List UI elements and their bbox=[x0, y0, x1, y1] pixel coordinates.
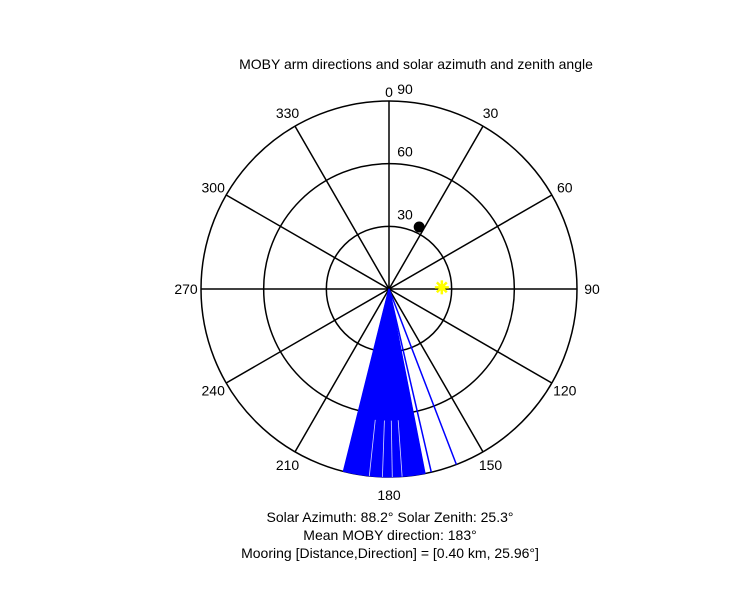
moby-arm-line-15 bbox=[342, 288, 390, 472]
moby-arm-line-2 bbox=[388, 288, 410, 477]
radial-tick-label-60: 60 bbox=[397, 144, 413, 160]
angle-tick-label-330: 330 bbox=[276, 105, 300, 121]
angle-tick-label-150: 150 bbox=[479, 457, 503, 473]
angle-tick-label-270: 270 bbox=[174, 281, 198, 297]
moby-arm-line-11 bbox=[365, 288, 390, 476]
mooring-caption: Mooring [Distance,Direction] = [0.40 km,… bbox=[241, 545, 539, 561]
tick-labels: 0 30 60 90 120 150 180 210 240 270 300 330 30 60 90 bbox=[174, 81, 600, 503]
angle-tick-label-30: 30 bbox=[483, 105, 499, 121]
data-layer bbox=[342, 221, 458, 478]
moby-arm-line-10 bbox=[371, 288, 390, 477]
moby-arm-streak-1 bbox=[390, 420, 393, 477]
moby-arm-line-1 bbox=[388, 288, 420, 475]
moby-arm-line-12 bbox=[358, 288, 390, 475]
angle-tick-label-300: 300 bbox=[202, 180, 226, 196]
moby-arm-line-0 bbox=[388, 288, 426, 474]
radial-tick-label-30: 30 bbox=[397, 206, 413, 222]
mooring-dot bbox=[413, 221, 425, 233]
moby-arm-line-14 bbox=[349, 288, 390, 474]
angle-tick-label-210: 210 bbox=[276, 457, 300, 473]
solar-angles-caption: Solar Azimuth: 88.2° Solar Zenith: 25.3° bbox=[266, 509, 514, 525]
moby-arm-streak-3 bbox=[368, 419, 376, 477]
moby-arm-line-16 bbox=[388, 288, 433, 473]
moby-arm-line-4 bbox=[388, 288, 397, 477]
moby-arm-streak-2 bbox=[382, 420, 385, 477]
angle-tick-label-90: 90 bbox=[584, 281, 600, 297]
angle-tick-label-60: 60 bbox=[557, 180, 573, 196]
mean-direction-caption: Mean MOBY direction: 183° bbox=[303, 527, 477, 543]
moby-arm-line-17 bbox=[388, 288, 458, 465]
angle-tick-label-240: 240 bbox=[202, 383, 226, 399]
solar-position-star bbox=[434, 280, 449, 295]
solar-star-center bbox=[438, 283, 446, 291]
chart-title: MOBY arm directions and solar azimuth an… bbox=[239, 56, 593, 72]
moby-arm-streak-0 bbox=[397, 420, 403, 477]
angle-tick-label-120: 120 bbox=[553, 383, 577, 399]
radial-tick-label-90: 90 bbox=[397, 81, 413, 97]
angle-tick-label-0: 0 bbox=[385, 84, 393, 100]
angle-tick-label-180: 180 bbox=[377, 487, 401, 503]
